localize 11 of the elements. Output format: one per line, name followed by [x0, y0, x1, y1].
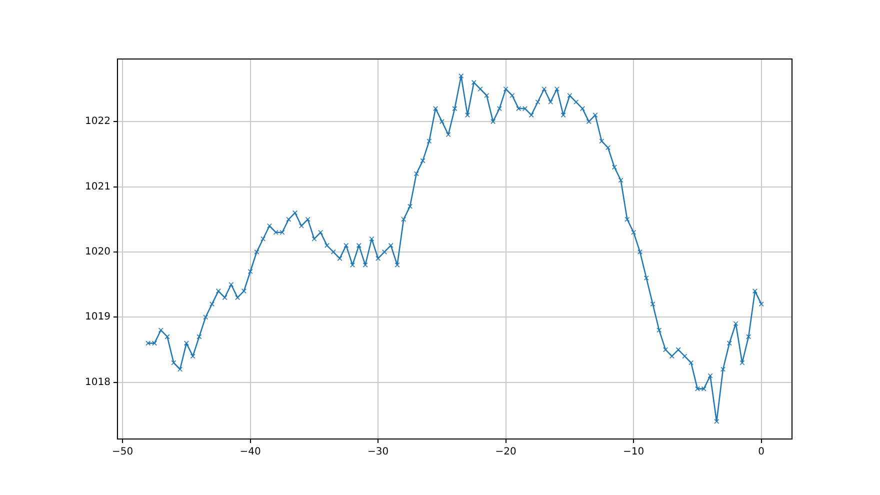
y-tick-label: 1019	[84, 312, 110, 323]
x-tick-label: −50	[112, 446, 134, 458]
x-tick-label: 0	[758, 446, 765, 458]
y-tick-label: 1021	[84, 181, 110, 192]
x-tick-label: −20	[495, 446, 516, 458]
x-tick-label: −40	[240, 446, 261, 458]
x-tick-label: −10	[623, 446, 644, 458]
x-tick-label: −30	[368, 446, 389, 458]
y-tick-label: 1020	[84, 246, 110, 258]
y-tick-label: 1022	[84, 116, 110, 128]
y-tick-label: 1018	[84, 376, 110, 388]
